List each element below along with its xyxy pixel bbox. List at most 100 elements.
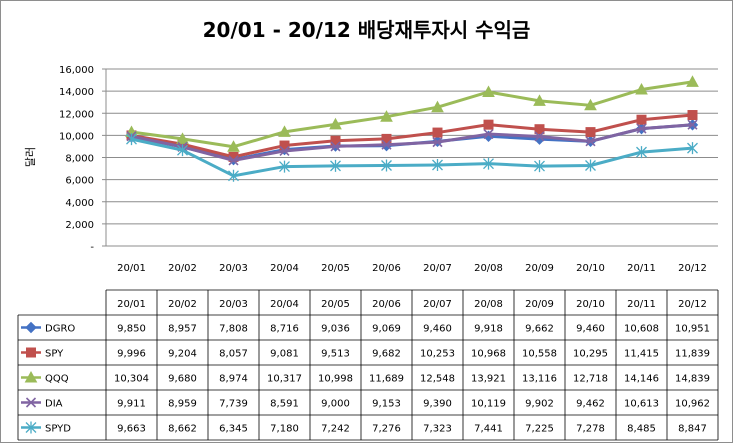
- data-point: [636, 146, 647, 159]
- table-value-cell: 14,839: [675, 374, 710, 385]
- table-value-cell: 9,153: [372, 399, 401, 410]
- table-value-cell: 10,608: [624, 324, 659, 335]
- table-value-cell: 10,951: [675, 324, 710, 335]
- table-value-cell: 9,460: [576, 324, 605, 335]
- data-point: [432, 127, 443, 138]
- y-tick-label: 6,000: [65, 176, 94, 187]
- table-header-cell: 20/07: [423, 299, 452, 310]
- x-tick-label: 20/01: [117, 263, 146, 274]
- data-point: [26, 347, 36, 358]
- table-value-cell: 10,304: [114, 374, 149, 385]
- data-point: [279, 160, 290, 173]
- data-point: [381, 139, 392, 150]
- table-value-cell: 9,996: [117, 349, 146, 360]
- table-value-cell: 9,460: [423, 324, 452, 335]
- data-point: [330, 141, 341, 152]
- table-value-cell: 10,613: [624, 399, 659, 410]
- table-value-cell: 7,739: [219, 399, 248, 410]
- table-value-cell: 7,278: [576, 424, 605, 435]
- data-point: [636, 114, 647, 125]
- y-tick-label: 12,000: [59, 109, 94, 120]
- legend-series-name: QQQ: [45, 374, 69, 385]
- data-point: [228, 169, 239, 182]
- table-value-cell: 10,998: [318, 374, 353, 385]
- table-value-cell: 8,716: [270, 324, 299, 335]
- data-point: [534, 131, 545, 142]
- x-tick-label: 20/06: [372, 263, 401, 274]
- data-point: [24, 370, 38, 383]
- table-value-cell: 9,850: [117, 324, 146, 335]
- x-tick-label: 20/11: [627, 263, 656, 274]
- data-point: [687, 110, 698, 121]
- y-tick-label: 8,000: [65, 154, 94, 165]
- table-value-cell: 10,119: [471, 399, 506, 410]
- table-value-cell: 9,081: [270, 349, 299, 360]
- data-point: [176, 132, 189, 144]
- legend-series-name: DGRO: [45, 324, 75, 335]
- table-value-cell: 8,957: [168, 324, 197, 335]
- series-line-qqq: [131, 80, 693, 149]
- table-value-cell: 9,662: [525, 324, 554, 335]
- table-value-cell: 10,962: [675, 399, 710, 410]
- data-point: [228, 155, 239, 166]
- table-value-cell: 12,718: [573, 374, 608, 385]
- y-axis-title: 달러: [24, 147, 37, 167]
- table-value-cell: 9,036: [321, 324, 350, 335]
- data-point: [25, 321, 37, 334]
- table-value-cell: 9,390: [423, 399, 452, 410]
- table-value-cell: 9,000: [321, 399, 350, 410]
- y-tick-label: 10,000: [59, 131, 94, 142]
- table-value-cell: 10,968: [471, 349, 506, 360]
- table-value-cell: 7,323: [423, 424, 452, 435]
- table-header-cell: 20/03: [219, 299, 248, 310]
- data-point: [687, 119, 698, 130]
- data-point: [126, 133, 137, 146]
- table-value-cell: 7,225: [525, 424, 554, 435]
- data-point: [330, 159, 341, 172]
- data-point: [636, 123, 647, 134]
- x-tick-label: 20/08: [474, 263, 503, 274]
- data-point: [635, 82, 648, 95]
- data-point: [227, 140, 240, 152]
- table-value-cell: 9,663: [117, 424, 146, 435]
- table-value-cell: 8,974: [219, 374, 248, 385]
- data-point: [380, 110, 393, 122]
- table-value-cell: 14,146: [624, 374, 659, 385]
- table-value-cell: 10,295: [573, 349, 608, 360]
- table-value-cell: 9,462: [576, 399, 605, 410]
- table-value-cell: 10,558: [522, 349, 557, 360]
- table-value-cell: 7,180: [270, 424, 299, 435]
- table-value-cell: 7,242: [321, 424, 350, 435]
- y-tick-label: -: [90, 242, 94, 253]
- x-tick-label: 20/04: [270, 263, 299, 274]
- table-value-cell: 6,345: [219, 424, 248, 435]
- table-value-cell: 9,513: [321, 349, 350, 360]
- data-point: [482, 85, 495, 97]
- y-tick-label: 16,000: [59, 65, 94, 76]
- x-tick-label: 20/07: [423, 263, 452, 274]
- data-point: [279, 145, 290, 157]
- table-value-cell: 9,204: [168, 349, 197, 360]
- table-header-cell: 20/01: [117, 299, 146, 310]
- table-value-cell: 9,902: [525, 399, 554, 410]
- table-value-cell: 10,317: [267, 374, 302, 385]
- table-value-cell: 11,415: [624, 349, 659, 360]
- legend-series-name: DIA: [45, 399, 63, 410]
- x-tick-label: 20/05: [321, 263, 350, 274]
- data-point: [483, 128, 494, 140]
- table-header-cell: 20/12: [678, 299, 707, 310]
- series-line-dia: [131, 123, 693, 162]
- table-header-cell: 20/05: [321, 299, 350, 310]
- table-header-cell: 20/11: [627, 299, 656, 310]
- y-tick-label: 14,000: [59, 87, 94, 98]
- table-value-cell: 12,548: [420, 374, 455, 385]
- table-value-cell: 7,441: [474, 424, 503, 435]
- y-tick-label: 2,000: [65, 220, 94, 231]
- legend-series-name: SPYD: [45, 424, 71, 435]
- x-tick-label: 20/02: [168, 263, 197, 274]
- data-point: [483, 157, 494, 170]
- x-tick-label: 20/09: [525, 263, 554, 274]
- table-value-cell: 8,847: [678, 424, 707, 435]
